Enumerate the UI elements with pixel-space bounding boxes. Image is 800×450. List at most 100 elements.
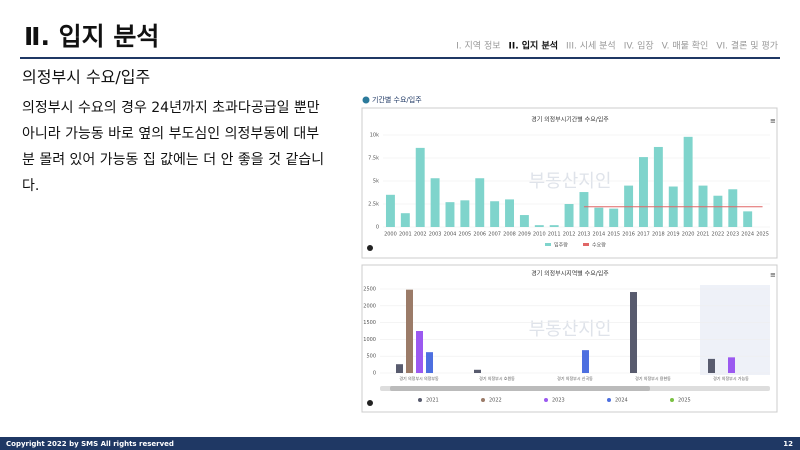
bar <box>400 213 410 227</box>
page-number: 12 <box>783 440 793 448</box>
y-tick-label: 2.5k <box>368 202 379 208</box>
x-tick-label: 2022 <box>712 232 725 238</box>
x-tick-label: 2017 <box>637 232 650 238</box>
bar <box>708 358 715 373</box>
chart-title: 경기 의정부시지역별 수요/입주 <box>531 270 609 278</box>
chart-title: 경기 의정부시기간별 수요/입주 <box>531 116 609 124</box>
bar <box>534 225 544 227</box>
bar <box>653 146 663 227</box>
chart-box <box>361 107 778 259</box>
bar <box>594 207 604 227</box>
x-tick-label: 2016 <box>622 232 635 238</box>
body-line: 의정부시 수요의 경우 24년까지 초과다공급일 뿐만 <box>22 100 320 116</box>
bar <box>430 178 440 227</box>
y-tick-label: 1000 <box>363 337 376 343</box>
legend-label: 2023 <box>552 398 565 404</box>
x-tick-label: 2011 <box>548 232 561 238</box>
body-line: 아니라 가능동 바로 옆의 부도심인 의정부동에 대부 <box>22 126 319 142</box>
legend-swatch <box>545 243 551 246</box>
x-tick-label: 2013 <box>578 232 591 238</box>
x-tick-label: 2008 <box>503 232 516 238</box>
x-tick-label: 2021 <box>697 232 710 238</box>
legend-label: 2021 <box>426 398 439 404</box>
bar <box>564 204 574 227</box>
panel-icon <box>362 96 370 104</box>
legend-label: 2025 <box>678 398 691 404</box>
bar <box>743 211 753 227</box>
y-tick-label: 0 <box>373 371 376 377</box>
nav-item: V. 매물 확인 <box>662 40 709 52</box>
legend-swatch <box>481 398 485 402</box>
legend-swatch <box>607 398 611 402</box>
bar <box>609 208 619 227</box>
x-tick-label: 2018 <box>652 232 665 238</box>
y-tick-label: 10k <box>370 133 379 139</box>
menu-icon[interactable]: ≡ <box>770 117 776 125</box>
y-tick-label: 500 <box>366 354 376 360</box>
nav-item: IV. 임장 <box>624 40 654 52</box>
slide-title: Ⅱ. 입지 분석 <box>24 22 159 51</box>
y-tick-label: 0 <box>376 225 379 231</box>
x-tick-label: 2004 <box>444 232 457 238</box>
copyright: Copyright 2022 by SMS All rights reserve… <box>6 440 174 448</box>
y-tick-label: 1500 <box>363 320 376 326</box>
x-tick-label: 경기 의정부시 가능동 <box>713 375 749 381</box>
bar <box>445 202 455 227</box>
legend-swatch <box>670 398 674 402</box>
x-tick-label: 2001 <box>399 232 412 238</box>
bar <box>683 136 693 227</box>
y-tick-label: 7.5k <box>368 156 379 162</box>
x-tick-label: 2007 <box>488 232 501 238</box>
x-tick-label: 2012 <box>563 232 576 238</box>
scrollbar-thumb[interactable] <box>390 386 650 391</box>
subtitle: 의정부시 수요/입주 <box>22 68 150 87</box>
legend-label: 수요량 <box>592 242 606 249</box>
bar <box>728 357 735 373</box>
logo <box>367 245 373 251</box>
nav-item: VI. 결론 및 평가 <box>716 40 778 52</box>
bar <box>406 289 413 373</box>
nav-item: II. 입지 분석 <box>509 40 559 52</box>
legend-label: 입주량 <box>554 242 568 249</box>
x-tick-label: 경기 의정부시 용현동 <box>635 375 671 381</box>
x-tick-label: 경기 의정부시 호원동 <box>479 375 515 381</box>
bar <box>415 147 425 227</box>
bar <box>549 225 559 227</box>
x-tick-label: 경기 의정부시 신곡동 <box>557 375 593 381</box>
legend-swatch <box>544 398 548 402</box>
x-tick-label: 경기 의정부시 의정부동 <box>399 375 439 381</box>
bar <box>630 292 637 373</box>
nav-item: III. 시세 분석 <box>566 41 616 52</box>
bar <box>519 215 529 227</box>
x-tick-label: 2005 <box>458 232 471 238</box>
x-tick-label: 2002 <box>414 232 427 238</box>
y-tick-label: 5k <box>373 179 379 185</box>
panel-label: 기간별 수요/입주 <box>372 95 422 104</box>
x-tick-label: 2015 <box>607 232 620 238</box>
legend-label: 2022 <box>489 398 502 404</box>
bar <box>713 195 723 227</box>
bar <box>416 331 423 373</box>
x-tick-label: 2023 <box>726 232 739 238</box>
x-tick-label: 2020 <box>682 232 695 238</box>
legend-swatch <box>583 243 589 246</box>
bar <box>460 200 470 227</box>
bar <box>582 350 589 373</box>
watermark: 부동산지인 <box>529 319 612 340</box>
bar <box>490 201 500 227</box>
menu-icon[interactable]: ≡ <box>770 271 776 279</box>
x-tick-label: 2024 <box>741 232 754 238</box>
bar <box>474 369 481 373</box>
x-tick-label: 2000 <box>384 232 397 238</box>
x-tick-label: 2003 <box>429 232 442 238</box>
body-line: 분 몰려 있어 가능동 집 값에는 더 안 좋을 것 같습니 <box>22 152 324 168</box>
bar <box>385 194 395 227</box>
x-tick-label: 2014 <box>592 232 605 238</box>
bar <box>426 352 433 373</box>
y-tick-label: 2500 <box>363 287 376 293</box>
x-tick-label: 2006 <box>473 232 486 238</box>
nav: VI. 결론 및 평가 V. 매물 확인 IV. 임장 III. 시세 분석 II. 입… <box>456 40 778 52</box>
body-line: 다. <box>22 178 39 194</box>
